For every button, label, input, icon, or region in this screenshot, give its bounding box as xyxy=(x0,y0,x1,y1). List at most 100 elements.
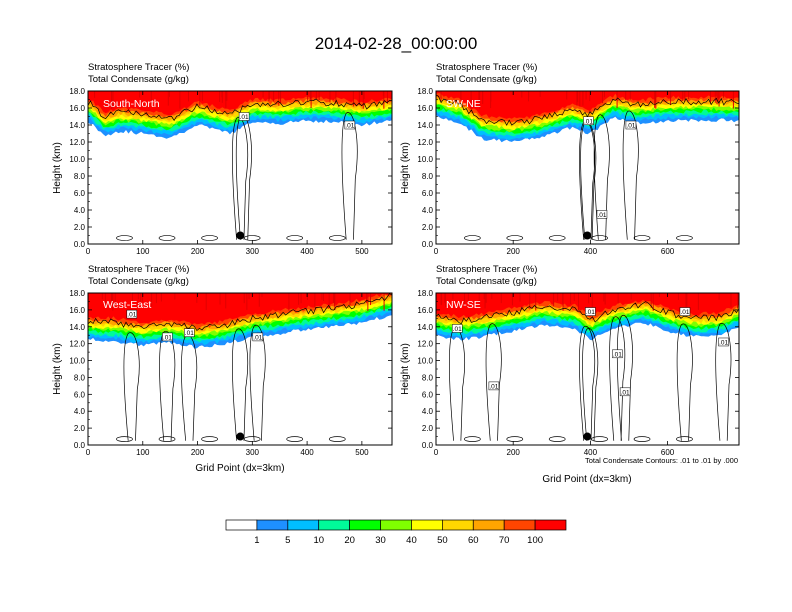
contour-label-box xyxy=(596,210,608,219)
cross-section-label: NW-SE xyxy=(446,299,481,311)
colorbar-swatch xyxy=(534,519,567,531)
condensate-contour xyxy=(506,235,524,241)
x-tick-label: 300 xyxy=(246,247,260,256)
y-tick-label: 16.0 xyxy=(69,104,85,113)
contour-label-box xyxy=(252,332,264,342)
x-tick-label: 100 xyxy=(136,448,150,457)
condensate-contour xyxy=(609,316,626,441)
colorbar-label: 40 xyxy=(406,535,417,546)
y-tick-label: 4.0 xyxy=(74,206,86,215)
condensate-contour xyxy=(633,235,651,241)
condensate-contour xyxy=(593,114,610,240)
y-tick-label: 8.0 xyxy=(74,172,86,181)
panel-sw-ne: Stratosphere Tracer (%) Total Condensate… xyxy=(400,62,740,256)
y-tick-label: 6.0 xyxy=(422,390,434,399)
panel-south-north: Stratosphere Tracer (%) Total Condensate… xyxy=(52,62,393,256)
x-axis-label: Grid Point (dx=3km) xyxy=(195,463,284,474)
colorbar-swatch xyxy=(225,519,258,531)
condensate-contours xyxy=(436,301,739,442)
condensate-contour xyxy=(159,330,176,441)
colorbar-swatch xyxy=(380,519,412,531)
condensate-contour xyxy=(232,328,248,441)
condensate-contour xyxy=(676,323,693,441)
y-axis-label: Height (km) xyxy=(52,343,63,395)
contour-label-box xyxy=(162,332,173,342)
panel-header-tracer: Stratosphere Tracer (%) xyxy=(436,264,537,275)
x-tick-label: 500 xyxy=(355,247,369,256)
y-tick-label: 12.0 xyxy=(69,138,85,147)
contour-label: .01 xyxy=(489,383,498,390)
y-tick-label: 16.0 xyxy=(69,306,85,315)
x-tick-label: 400 xyxy=(300,247,314,256)
colorbar-swatch xyxy=(349,519,381,531)
colorbar: 1 5 10 20 30 40 50 60 70 100 xyxy=(225,519,567,546)
colorbar-swatch xyxy=(503,519,536,531)
y-tick-label: 2.0 xyxy=(422,223,434,232)
contour-label-box xyxy=(344,120,356,130)
panel-west-east: Stratosphere Tracer (%) Total Condensate… xyxy=(52,264,393,474)
y-tick-label: 12.0 xyxy=(417,340,433,349)
contour-label-box xyxy=(126,309,138,319)
condensate-contour xyxy=(464,235,481,241)
colorbar-label: 100 xyxy=(527,535,543,546)
y-tick-label: 6.0 xyxy=(422,189,434,198)
contour-label-box xyxy=(619,387,631,397)
contour-label: .01 xyxy=(626,123,635,130)
x-tick-label: 200 xyxy=(507,247,521,256)
contour-label: .01 xyxy=(163,334,172,341)
y-tick-label: 12.0 xyxy=(69,340,85,349)
y-tick-label: 14.0 xyxy=(69,323,85,332)
x-tick-label: 200 xyxy=(507,448,521,457)
condensate-contour xyxy=(116,436,133,442)
x-tick-label: 500 xyxy=(355,448,369,457)
condensate-contour xyxy=(485,323,502,441)
contour-label: .01 xyxy=(345,123,354,130)
condensate-contour xyxy=(286,436,304,442)
cross-section-label: SW-NE xyxy=(446,98,481,110)
condensate-contour xyxy=(616,314,633,441)
condensate-contour xyxy=(341,112,358,240)
y-tick-label: 16.0 xyxy=(417,104,433,113)
contour-label-box xyxy=(184,328,195,337)
contour-label-box xyxy=(585,307,596,316)
contour-label-box xyxy=(718,337,729,347)
contour-label: .01 xyxy=(680,309,689,316)
x-tick-label: 200 xyxy=(191,448,205,457)
y-tick-label: 10.0 xyxy=(69,155,85,164)
y-tick-label: 14.0 xyxy=(417,121,433,130)
y-tick-label: 4.0 xyxy=(74,407,86,416)
contour-label: .01 xyxy=(185,330,194,337)
plot-area: .01 .01 .01 0.0 2.0 4.0 6.0 8.0 10.0 12.0 14.0 16.0… xyxy=(417,87,740,256)
y-tick-label: 18.0 xyxy=(417,87,433,96)
colorbar-swatch xyxy=(472,519,505,531)
condensate-contour xyxy=(676,235,693,241)
colorbar-label: 10 xyxy=(313,535,324,546)
x-tick-label: 100 xyxy=(136,247,150,256)
condensate-contour xyxy=(579,325,596,441)
contour-label-box xyxy=(612,349,623,359)
y-tick-label: 10.0 xyxy=(417,155,433,164)
colorbar-label: 50 xyxy=(437,535,448,546)
panel-header-condensate: Total Condensate (g/kg) xyxy=(436,276,537,287)
condensate-contour xyxy=(582,328,599,441)
y-tick-label: 0.0 xyxy=(74,441,86,450)
y-tick-label: 18.0 xyxy=(69,87,85,96)
colorbar-label: 30 xyxy=(375,535,386,546)
colorbar-swatch xyxy=(256,519,289,531)
contour-label: .01 xyxy=(586,309,595,316)
tracer-field xyxy=(436,91,739,143)
y-tick-label: 2.0 xyxy=(74,424,86,433)
y-tick-label: 8.0 xyxy=(422,373,434,382)
y-tick-label: 10.0 xyxy=(417,357,433,366)
location-marker xyxy=(583,231,592,240)
cross-section-label: West-East xyxy=(103,299,151,311)
contour-label: .01 xyxy=(584,118,593,125)
location-marker xyxy=(236,432,245,441)
x-tick-label: 0 xyxy=(434,247,439,256)
condensate-contour xyxy=(548,436,566,442)
y-tick-label: 0.0 xyxy=(422,441,434,450)
contour-label: .01 xyxy=(621,389,630,396)
y-tick-label: 4.0 xyxy=(422,206,434,215)
y-tick-label: 8.0 xyxy=(74,373,86,382)
x-tick-label: 600 xyxy=(661,247,675,256)
